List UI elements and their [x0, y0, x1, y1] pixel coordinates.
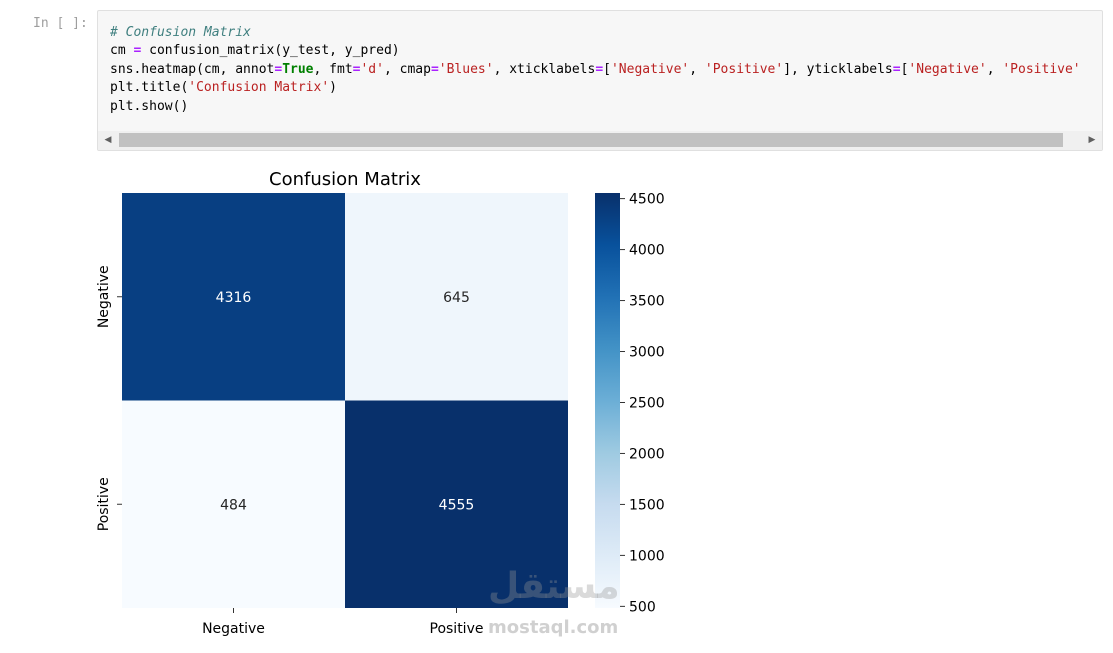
x-tick-label: Positive [430, 621, 484, 637]
triangle-left-icon[interactable]: ◀ [104, 135, 112, 145]
colorbar-tick-label: 4500 [629, 192, 665, 208]
heatmap-cell [122, 400, 345, 608]
code-cell-editor[interactable]: # Confusion Matrix cm = confusion_matrix… [97, 10, 1103, 151]
colorbar-tick-label: 3000 [629, 345, 665, 361]
cell-annotation: 4316 [216, 290, 252, 306]
colorbar-tick-label: 4000 [629, 243, 665, 259]
colorbar-tick-label: 2500 [629, 395, 665, 411]
heatmap-cell [345, 400, 568, 608]
heatmap-cell [345, 193, 568, 401]
cell-annotation: 645 [443, 290, 470, 306]
colorbar-axis: 500 1000 1500 2000 2500 3000 3500 4000 4500 [620, 192, 665, 615]
cell-annotation: 484 [220, 497, 247, 513]
colorbar-tick-label: 1000 [629, 548, 665, 564]
colorbar-tick-label: 3500 [629, 294, 665, 310]
code-line-1: # Confusion Matrix [110, 25, 251, 40]
scrollbar-thumb[interactable] [119, 133, 1063, 147]
colorbar-tick-label: 500 [629, 599, 656, 615]
x-axis: Negative Positive [202, 608, 483, 637]
cell-prompt: In [ ]: [33, 16, 88, 31]
code-line-2: cm = confusion_matrix(y_test, y_pred) [110, 43, 400, 59]
x-tick-label: Negative [202, 621, 265, 637]
colorbar-tick-label: 2000 [629, 446, 665, 462]
watermark-url: mostaql.com [488, 617, 619, 638]
y-axis: Negative Positive [96, 265, 122, 531]
chart-title: Confusion Matrix [269, 169, 421, 190]
code-line-3: sns.heatmap(cm, annot=True, fmt='d', cma… [110, 61, 1081, 77]
triangle-right-icon[interactable]: ▶ [1088, 135, 1096, 145]
code-line-5: plt.show() [110, 98, 189, 114]
heatmap-cells: 4316 645 484 4555 [122, 193, 568, 608]
watermark-logo: مستقل [488, 566, 620, 607]
heatmap-cell [122, 193, 345, 401]
colorbar [595, 193, 620, 608]
code-line-4: plt.title('Confusion Matrix') [110, 80, 337, 96]
y-tick-label: Positive [96, 477, 112, 531]
cell-annotation: 4555 [439, 497, 475, 513]
y-tick-label: Negative [96, 265, 112, 328]
colorbar-tick-label: 1500 [629, 497, 665, 513]
horizontal-scrollbar[interactable]: ◀ ▶ [98, 131, 1102, 150]
code-block[interactable]: # Confusion Matrix cm = confusion_matrix… [110, 24, 1081, 116]
